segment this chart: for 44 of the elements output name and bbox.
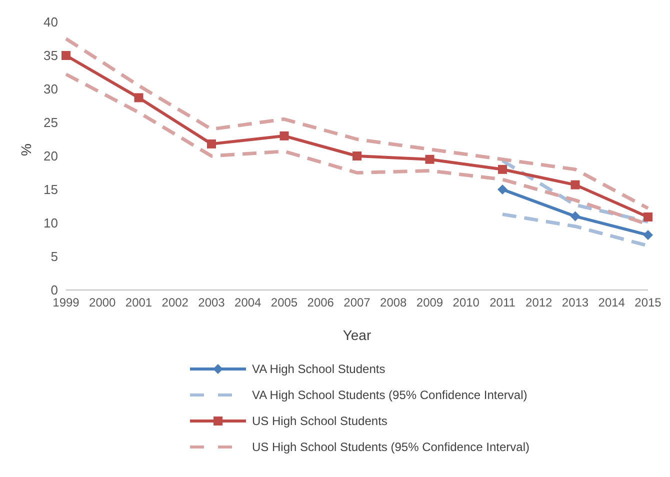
x-tick-label: 2007: [344, 296, 371, 310]
point: [643, 230, 653, 240]
y-tick-label: 0: [50, 282, 58, 298]
y-tick-label: 40: [44, 14, 58, 30]
y-tick-label: 35: [44, 48, 58, 64]
x-tick-label: 2014: [598, 296, 626, 310]
x-tick-label: 2005: [270, 296, 298, 310]
legend-label: VA High School Students (95% Confidence Interval): [252, 388, 528, 402]
x-axis-title: Year: [342, 327, 372, 343]
legend-label: US High School Students (95% Confidence Interval): [252, 440, 530, 454]
x-tick-label: 2015: [634, 296, 662, 310]
y-tick-label: 10: [44, 216, 58, 231]
point: [207, 139, 216, 148]
point: [498, 164, 507, 174]
x-tick-label: 2009: [416, 296, 444, 310]
point: [570, 211, 580, 222]
x-tick-label: 2001: [125, 296, 152, 310]
point: [570, 180, 580, 190]
x-tick-label: 2000: [89, 296, 116, 310]
x-tick-label: 2002: [162, 296, 189, 310]
x-tick-label: 2003: [198, 296, 226, 310]
x-tick-label: 2008: [380, 296, 408, 310]
x-tick-label: 2004: [234, 296, 262, 310]
x-tick-label: 2006: [307, 296, 334, 310]
x-tick-label: 2012: [526, 296, 553, 310]
y-tick-label: 15: [44, 182, 58, 198]
y-tick-label: 30: [44, 82, 58, 97]
y-axis-title: %: [18, 144, 34, 156]
point: [352, 152, 362, 160]
y-tick-label: 25: [44, 115, 58, 130]
x-tick-label: 1999: [52, 296, 80, 310]
y-tick-label: 5: [50, 249, 58, 264]
legend-label: VA High School Students: [252, 362, 386, 376]
point: [425, 154, 434, 164]
x-tick-label: 2010: [452, 296, 480, 310]
point: [134, 93, 144, 102]
y-tick-label: 20: [44, 148, 58, 164]
point: [62, 51, 70, 60]
x-tick-label: 2013: [562, 296, 589, 310]
point: [644, 212, 652, 222]
point: [280, 131, 289, 140]
point: [498, 184, 508, 194]
x-tick-label: 2011: [490, 296, 516, 310]
legend-label: US High School Students: [252, 414, 388, 428]
